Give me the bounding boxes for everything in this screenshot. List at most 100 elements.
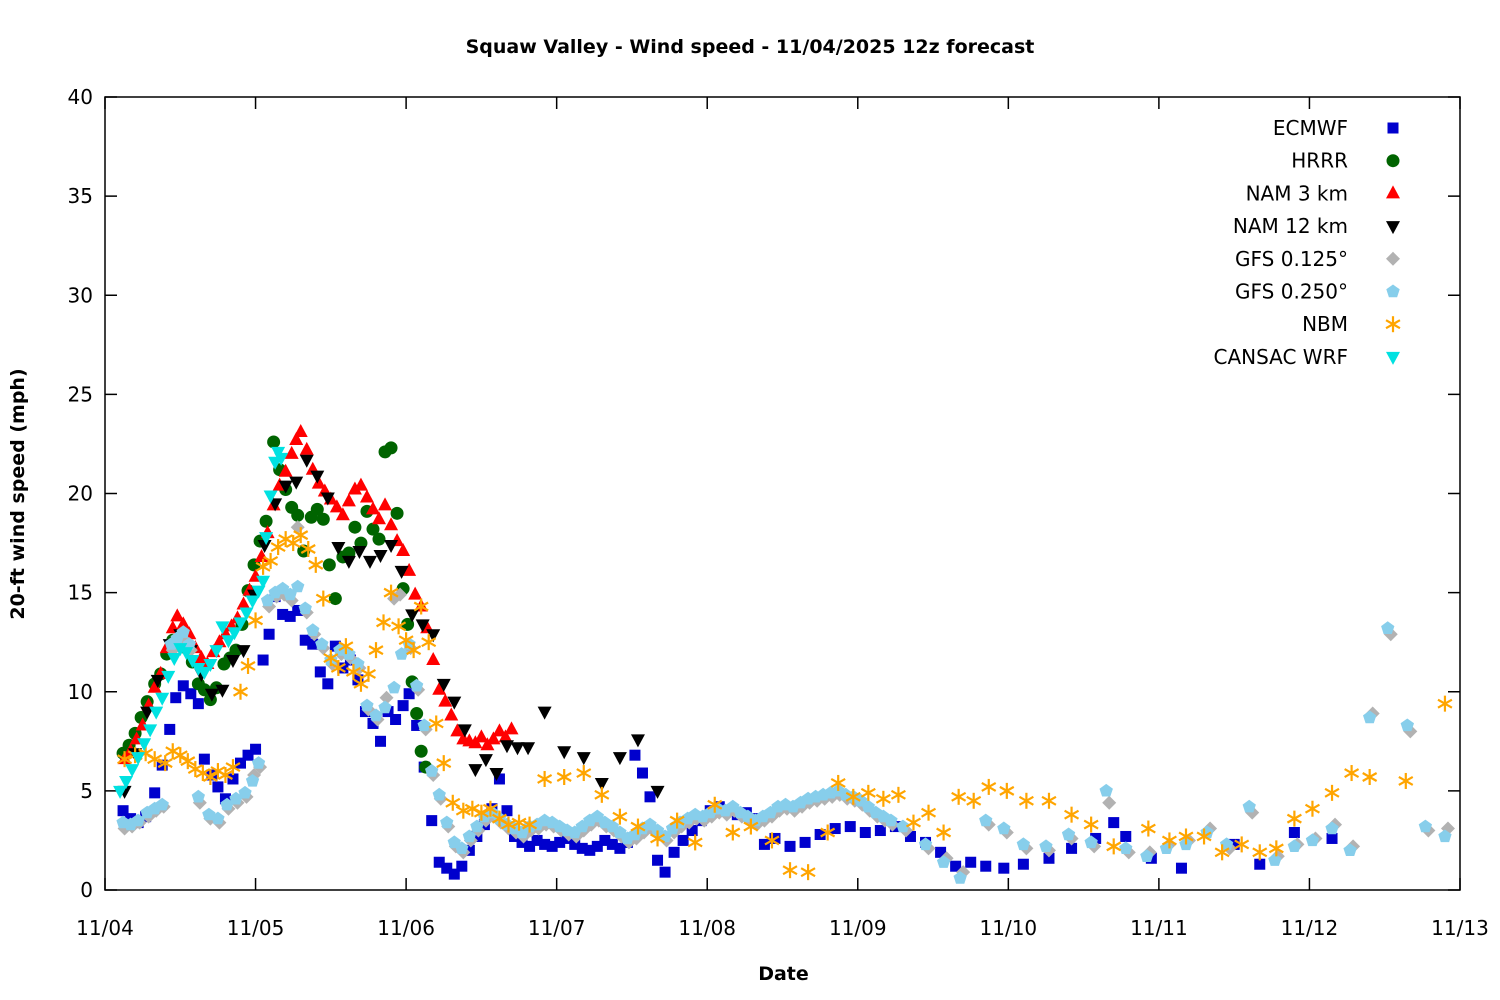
- data-point: [147, 751, 163, 768]
- data-point: [263, 628, 275, 640]
- data-point: [259, 532, 274, 546]
- data-point: [368, 642, 384, 659]
- data-point: [1438, 829, 1452, 843]
- data-point: [875, 790, 891, 807]
- data-point: [784, 840, 796, 852]
- data-point: [1325, 821, 1339, 835]
- data-point: [131, 752, 146, 766]
- data-point: [161, 670, 176, 684]
- data-point: [1381, 621, 1395, 634]
- legend-label: CANSAC WRF: [1213, 345, 1348, 369]
- data-point: [918, 837, 933, 851]
- data-point: [997, 821, 1011, 835]
- data-point: [173, 643, 188, 657]
- legend-item-gfs-0-125-: GFS 0.125°: [1235, 247, 1400, 271]
- data-point: [470, 819, 484, 833]
- data-point: [315, 590, 331, 607]
- data-point: [1140, 849, 1154, 862]
- data-point: [644, 791, 656, 803]
- data-point: [235, 757, 246, 769]
- data-point: [338, 638, 354, 655]
- data-point: [444, 707, 459, 721]
- data-point: [291, 508, 305, 522]
- data-point: [337, 662, 349, 674]
- data-point: [298, 601, 312, 615]
- data-point: [352, 545, 367, 559]
- data-point: [390, 714, 402, 726]
- data-point: [554, 836, 566, 848]
- data-point: [584, 844, 596, 856]
- x-axis-label: Date: [758, 963, 809, 985]
- data-point: [233, 617, 248, 631]
- data-point: [137, 738, 152, 752]
- data-point: [267, 435, 281, 449]
- data-point: [524, 840, 536, 852]
- data-point: [315, 637, 329, 650]
- data-point: [591, 840, 603, 852]
- data-point: [220, 797, 234, 811]
- data-point: [1344, 765, 1360, 782]
- data-point: [612, 808, 628, 825]
- data-point: [1066, 842, 1078, 854]
- data-point: [359, 489, 374, 503]
- data-point: [391, 618, 407, 635]
- data-point: [353, 477, 368, 491]
- data-point: [353, 675, 369, 692]
- data-point: [1363, 710, 1377, 724]
- data-point: [463, 844, 475, 856]
- data-point: [345, 663, 361, 680]
- y-tick-label: 15: [68, 581, 93, 605]
- data-point: [1084, 835, 1098, 849]
- data-point: [384, 517, 399, 531]
- data-point: [936, 824, 952, 841]
- data-point: [486, 731, 501, 745]
- data-point: [457, 724, 472, 738]
- triangle-up-marker-icon: [1386, 185, 1400, 199]
- data-point: [314, 666, 326, 678]
- data-point: [255, 558, 271, 575]
- data-point: [259, 514, 273, 528]
- data-point: [341, 555, 356, 569]
- data-point: [440, 815, 454, 829]
- legend-label: GFS 0.125°: [1235, 247, 1348, 271]
- data-point: [250, 743, 262, 755]
- data-point: [198, 753, 210, 765]
- data-point: [433, 856, 445, 868]
- legend-label: GFS 0.250°: [1235, 280, 1348, 304]
- data-point: [450, 723, 465, 737]
- data-point: [1018, 792, 1034, 809]
- data-point: [396, 542, 411, 556]
- data-point: [830, 774, 846, 791]
- data-point: [299, 454, 314, 468]
- data-point: [1041, 792, 1057, 809]
- data-point: [331, 542, 346, 556]
- data-point: [1400, 718, 1414, 732]
- data-point: [401, 617, 415, 631]
- legend-item-nbm: NBM: [1302, 312, 1401, 336]
- data-point: [398, 632, 414, 649]
- data-point: [167, 653, 182, 667]
- data-point: [612, 752, 627, 766]
- data-point: [310, 502, 324, 516]
- data-point: [245, 774, 260, 787]
- data-point: [1362, 768, 1378, 785]
- data-point: [576, 842, 588, 854]
- data-point: [425, 764, 439, 777]
- series-gfs-0-250-: [116, 579, 1452, 884]
- data-point: [1287, 839, 1301, 852]
- data-point: [576, 765, 592, 782]
- triangle-down-marker-icon: [1386, 351, 1400, 365]
- data-point: [172, 747, 188, 764]
- data-point: [594, 777, 609, 791]
- data-point: [221, 635, 236, 649]
- data-point: [432, 787, 446, 801]
- data-point: [814, 828, 826, 840]
- asterisk-marker-icon: [1385, 316, 1401, 333]
- data-point: [829, 823, 841, 835]
- data-point: [979, 813, 993, 827]
- data-point: [436, 678, 451, 692]
- data-point: [227, 773, 239, 785]
- data-point: [197, 666, 212, 680]
- data-point: [421, 634, 437, 651]
- data-point: [209, 645, 224, 659]
